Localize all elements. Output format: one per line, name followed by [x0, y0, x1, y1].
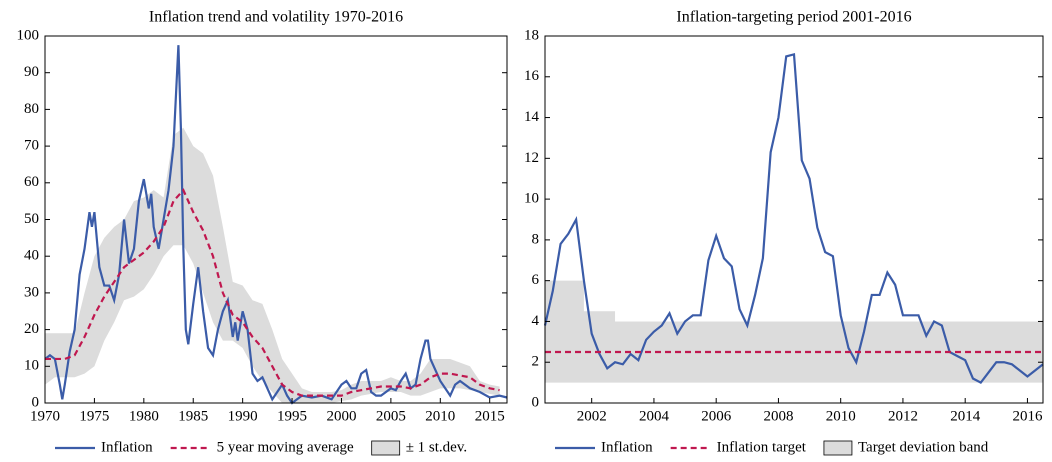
x-tick-label: 2010	[826, 408, 856, 424]
x-tick-label: 2008	[763, 408, 793, 424]
y-tick-label: 14	[524, 109, 540, 125]
y-tick-label: 10	[24, 358, 39, 374]
x-tick-label: 2014	[950, 408, 981, 424]
y-tick-label: 6	[532, 272, 540, 288]
legend-label: Inflation target	[717, 439, 807, 455]
y-tick-label: 30	[24, 284, 39, 300]
legend-label: Inflation	[601, 439, 653, 455]
y-tick-label: 12	[524, 150, 539, 166]
y-tick-label: 0	[532, 394, 540, 410]
x-tick-label: 2010	[425, 408, 455, 424]
series-line	[543, 52, 1044, 385]
y-tick-label: 18	[524, 27, 539, 43]
y-tick-label: 40	[24, 248, 39, 264]
y-tick-label: 10	[524, 191, 539, 207]
deviation-band	[45, 127, 500, 403]
chart-title: Inflation-targeting period 2001-2016	[676, 9, 911, 26]
x-tick-label: 1975	[79, 408, 109, 424]
y-tick-label: 100	[17, 27, 40, 43]
legend-label: 5 year moving average	[217, 439, 354, 455]
y-tick-label: 2	[532, 354, 540, 370]
x-tick-label: 1995	[277, 408, 307, 424]
y-tick-label: 0	[32, 394, 40, 410]
y-tick-label: 4	[532, 313, 540, 329]
x-tick-label: 2005	[376, 408, 406, 424]
legend-label: Target deviation band	[858, 439, 989, 455]
series-line	[45, 188, 500, 397]
chart-title: Inflation trend and volatility 1970-2016	[149, 9, 403, 26]
y-tick-label: 80	[24, 101, 39, 117]
legend-swatch	[371, 440, 401, 456]
y-tick-label: 60	[24, 174, 39, 190]
y-tick-label: 70	[24, 138, 39, 154]
y-tick-label: 90	[24, 64, 39, 80]
y-tick-label: 20	[24, 321, 39, 337]
y-tick-label: 50	[24, 211, 39, 227]
legend-label: Inflation	[101, 439, 153, 455]
x-tick-label: 1980	[129, 408, 159, 424]
legend-swatch	[823, 440, 853, 456]
x-tick-label: 2004	[639, 408, 670, 424]
x-tick-label: 2016	[1012, 408, 1043, 424]
legend-label: ± 1 st.dev.	[406, 439, 467, 455]
plot-frame	[544, 35, 1044, 404]
x-tick-label: 2002	[577, 408, 607, 424]
x-tick-label: 2015	[475, 408, 505, 424]
y-tick-label: 16	[524, 68, 540, 84]
deviation-band	[545, 280, 1043, 383]
y-tick-label: 8	[532, 231, 540, 247]
x-tick-label: 1970	[30, 408, 60, 424]
x-tick-label: 2012	[888, 408, 918, 424]
x-tick-label: 1990	[228, 408, 258, 424]
x-tick-label: 2000	[326, 408, 356, 424]
x-tick-label: 2006	[701, 408, 732, 424]
x-tick-label: 1985	[178, 408, 208, 424]
